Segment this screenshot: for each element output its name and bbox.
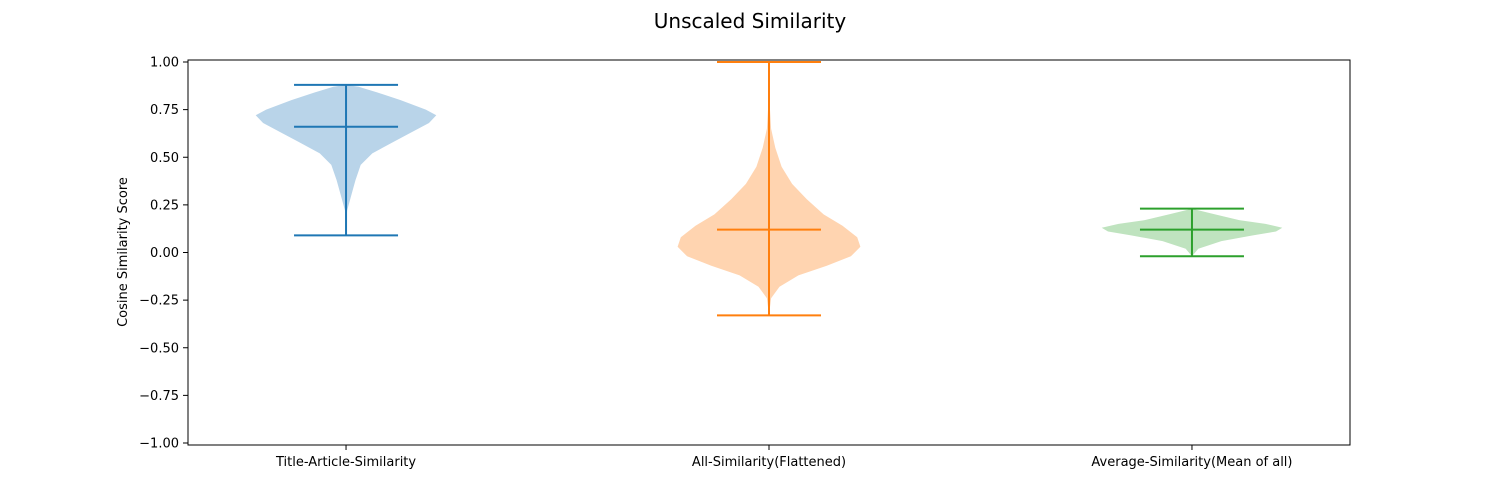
violin-statistics (294, 61, 1244, 317)
y-tick-label: −0.75 (139, 389, 179, 404)
y-tick-label: 1.00 (150, 56, 179, 71)
x-axis-ticks: Title-Article-Similarity All-Similarity(F… (275, 445, 1293, 470)
y-axis-label: Cosine Similarity Score (116, 177, 131, 327)
y-tick-label: 0.25 (150, 198, 179, 213)
y-tick-label: 0.50 (150, 151, 179, 166)
x-tick-label: All-Similarity(Flattened) (692, 455, 846, 470)
y-tick-label: −0.25 (139, 294, 179, 309)
y-tick-label: −0.50 (139, 341, 179, 356)
y-tick-label: 0.00 (150, 246, 179, 261)
x-tick-label: Average-Similarity(Mean of all) (1091, 455, 1292, 470)
y-axis-ticks: 1.00 0.75 0.50 0.25 0.00 −0.25 −0.50 −0.75 −1.00 (139, 56, 188, 452)
x-tick-label: Title-Article-Similarity (275, 455, 416, 470)
plot-frame (187, 59, 1351, 446)
y-tick-label: 0.75 (150, 103, 179, 118)
chart-title: Unscaled Similarity (654, 9, 847, 33)
y-tick-label: −1.00 (139, 437, 179, 452)
